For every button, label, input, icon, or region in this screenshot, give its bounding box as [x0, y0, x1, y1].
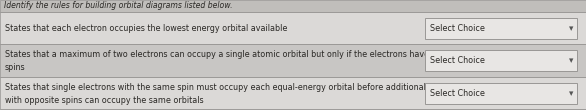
FancyBboxPatch shape — [0, 45, 586, 77]
Text: spins: spins — [5, 63, 26, 72]
FancyBboxPatch shape — [425, 50, 577, 71]
Text: with opposite spins can occupy the same orbitals: with opposite spins can occupy the same … — [5, 96, 203, 105]
FancyBboxPatch shape — [425, 83, 577, 104]
Text: States that a maximum of two electrons can occupy a single atomic orbital but on: States that a maximum of two electrons c… — [5, 50, 466, 59]
Text: Select Choice: Select Choice — [431, 89, 485, 98]
Text: Select Choice: Select Choice — [431, 56, 485, 65]
Text: Identify the rules for building orbital diagrams listed below.: Identify the rules for building orbital … — [4, 2, 233, 10]
FancyBboxPatch shape — [0, 0, 586, 12]
Text: ▾: ▾ — [568, 56, 573, 65]
Text: Select Choice: Select Choice — [431, 24, 485, 33]
FancyBboxPatch shape — [0, 77, 586, 109]
Text: States that each electron occupies the lowest energy orbital available: States that each electron occupies the l… — [5, 24, 287, 33]
FancyBboxPatch shape — [425, 18, 577, 39]
Text: States that single electrons with the same spin must occupy each equal-energy or: States that single electrons with the sa… — [5, 83, 466, 92]
Text: ▾: ▾ — [568, 89, 573, 98]
FancyBboxPatch shape — [0, 12, 586, 45]
Text: ▾: ▾ — [568, 24, 573, 33]
